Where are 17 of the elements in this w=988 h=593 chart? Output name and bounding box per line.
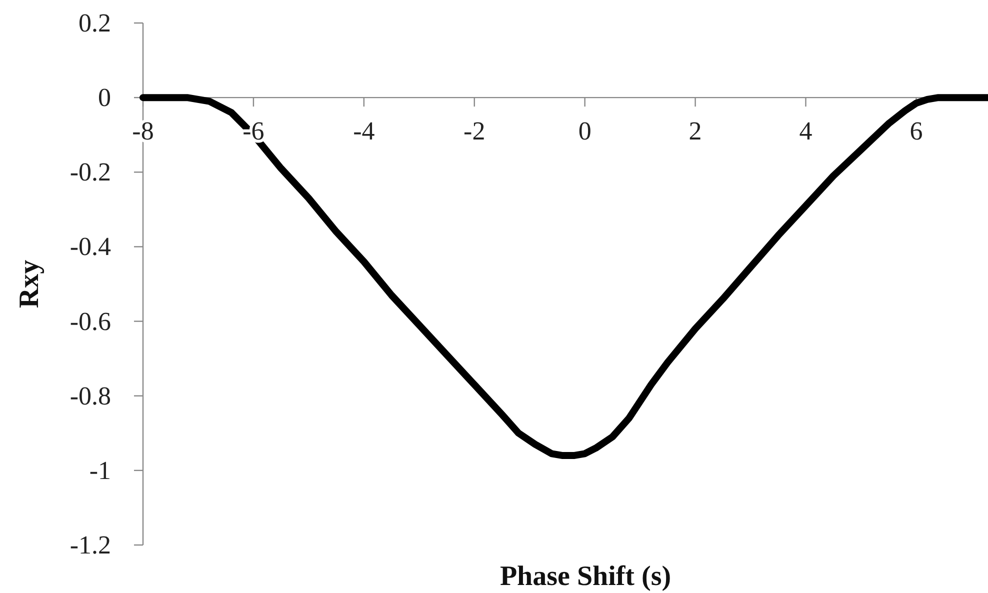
y-axis-title: Rxy — [14, 260, 45, 308]
y-tick-label: -1.2 — [70, 530, 111, 560]
y-tick-label: 0 — [98, 83, 111, 112]
y-tick-label: 0.2 — [78, 8, 111, 38]
x-tick-label: -4 — [353, 116, 375, 146]
y-tick-label: -1 — [89, 456, 111, 485]
x-tick-label: -8 — [132, 116, 154, 146]
y-tick-label: -0.2 — [70, 158, 111, 187]
x-tick-label: 4 — [799, 116, 812, 146]
x-tick-label: 2 — [688, 116, 702, 146]
x-tick-label: -2 — [464, 116, 486, 146]
y-tick-label: -0.6 — [70, 306, 111, 336]
y-tick-label: -0.4 — [70, 232, 111, 262]
x-tick-label: 6 — [910, 116, 923, 146]
y-tick-label: -0.8 — [70, 381, 111, 410]
x-axis-title: Phase Shift (s) — [500, 561, 672, 592]
x-tick-label: 0 — [578, 116, 592, 146]
